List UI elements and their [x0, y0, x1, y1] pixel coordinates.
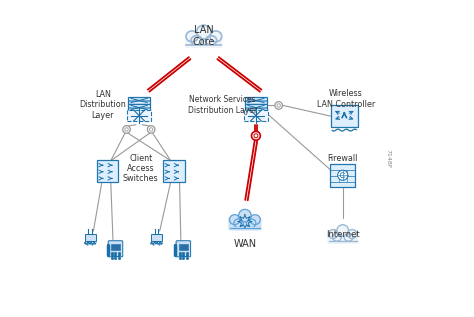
Circle shape — [337, 170, 348, 180]
Text: Internet: Internet — [326, 230, 360, 239]
FancyBboxPatch shape — [330, 165, 356, 187]
Ellipse shape — [337, 225, 348, 236]
FancyBboxPatch shape — [245, 104, 267, 111]
Circle shape — [254, 134, 258, 138]
FancyBboxPatch shape — [245, 97, 267, 104]
FancyBboxPatch shape — [84, 234, 96, 241]
Ellipse shape — [333, 233, 341, 241]
FancyBboxPatch shape — [230, 227, 260, 229]
Circle shape — [147, 126, 155, 133]
Text: 7148F: 7148F — [385, 149, 391, 168]
FancyBboxPatch shape — [128, 104, 150, 111]
Ellipse shape — [328, 230, 338, 238]
FancyBboxPatch shape — [228, 217, 262, 230]
Text: LAN
Core: LAN Core — [192, 25, 215, 47]
Circle shape — [149, 128, 153, 131]
Circle shape — [123, 126, 130, 133]
FancyBboxPatch shape — [331, 105, 358, 127]
Text: Firewall: Firewall — [328, 154, 358, 163]
Text: Client
Access
Switches: Client Access Switches — [123, 154, 158, 184]
Text: WAN: WAN — [233, 239, 256, 249]
Ellipse shape — [344, 233, 353, 241]
Circle shape — [252, 131, 260, 140]
Ellipse shape — [206, 36, 217, 45]
FancyBboxPatch shape — [163, 160, 184, 182]
Ellipse shape — [347, 230, 357, 238]
FancyBboxPatch shape — [329, 241, 356, 243]
Ellipse shape — [246, 219, 256, 228]
FancyBboxPatch shape — [176, 241, 191, 257]
Ellipse shape — [210, 31, 222, 42]
FancyBboxPatch shape — [127, 110, 151, 121]
FancyBboxPatch shape — [111, 244, 120, 250]
Circle shape — [125, 128, 128, 131]
Circle shape — [277, 104, 280, 107]
FancyBboxPatch shape — [328, 232, 358, 244]
FancyBboxPatch shape — [108, 241, 123, 257]
Ellipse shape — [191, 36, 202, 45]
Ellipse shape — [197, 25, 211, 39]
Ellipse shape — [234, 219, 243, 228]
Circle shape — [275, 102, 283, 109]
FancyBboxPatch shape — [128, 97, 150, 104]
FancyBboxPatch shape — [186, 45, 221, 47]
Text: Network Services
Distribution Layer: Network Services Distribution Layer — [188, 95, 257, 114]
Ellipse shape — [238, 209, 251, 222]
FancyBboxPatch shape — [185, 34, 223, 48]
FancyBboxPatch shape — [244, 110, 268, 121]
FancyBboxPatch shape — [151, 234, 162, 241]
Text: Wireless
LAN Controller: Wireless LAN Controller — [317, 89, 375, 108]
Ellipse shape — [229, 215, 240, 225]
Text: LAN
Distribution
Layer: LAN Distribution Layer — [80, 90, 126, 120]
FancyBboxPatch shape — [97, 160, 118, 182]
Ellipse shape — [186, 31, 198, 42]
Ellipse shape — [250, 215, 260, 225]
FancyBboxPatch shape — [179, 244, 188, 250]
